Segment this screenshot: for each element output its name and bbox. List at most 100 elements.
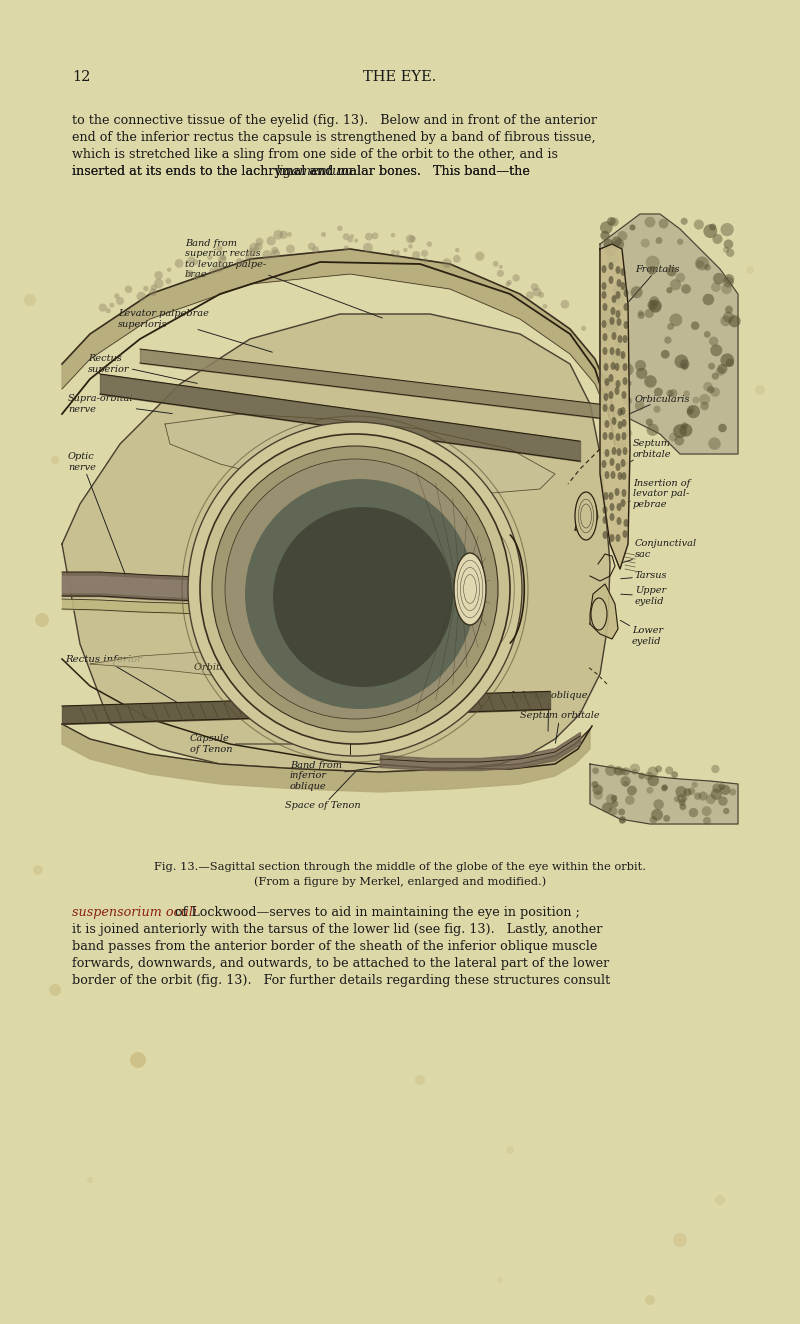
Text: to the connective tissue of the eyelid (fig. 13).   Below and in front of the an: to the connective tissue of the eyelid (…	[72, 114, 597, 127]
Circle shape	[497, 270, 504, 277]
Text: Supra-orbital
nerve: Supra-orbital nerve	[68, 395, 172, 413]
Circle shape	[371, 232, 378, 240]
Ellipse shape	[602, 531, 607, 539]
Ellipse shape	[605, 449, 610, 457]
Polygon shape	[600, 214, 738, 454]
Ellipse shape	[602, 303, 607, 311]
Circle shape	[677, 238, 683, 245]
Circle shape	[51, 455, 59, 463]
Circle shape	[666, 266, 677, 277]
Circle shape	[493, 261, 498, 267]
Circle shape	[691, 322, 699, 330]
Circle shape	[710, 388, 720, 397]
Ellipse shape	[610, 404, 614, 412]
Ellipse shape	[609, 432, 614, 440]
Circle shape	[561, 299, 570, 308]
Circle shape	[671, 772, 678, 779]
Circle shape	[661, 785, 667, 792]
Circle shape	[675, 786, 686, 797]
Ellipse shape	[618, 421, 622, 429]
Circle shape	[710, 789, 722, 800]
Circle shape	[254, 242, 262, 250]
Circle shape	[412, 252, 420, 260]
Circle shape	[538, 291, 544, 298]
Text: forwards, downwards, and outwards, to be attached to the lateral part of the low: forwards, downwards, and outwards, to be…	[72, 957, 610, 970]
Circle shape	[654, 800, 664, 810]
Circle shape	[200, 434, 510, 744]
Circle shape	[603, 238, 614, 249]
Circle shape	[606, 315, 620, 328]
Circle shape	[713, 273, 725, 285]
Circle shape	[723, 246, 730, 253]
Circle shape	[686, 408, 694, 414]
Circle shape	[606, 318, 615, 327]
Circle shape	[262, 250, 272, 260]
Circle shape	[666, 287, 673, 294]
Circle shape	[706, 794, 716, 804]
Circle shape	[87, 1177, 93, 1184]
Ellipse shape	[602, 265, 606, 273]
Ellipse shape	[602, 282, 606, 290]
Circle shape	[647, 767, 658, 777]
Circle shape	[614, 437, 626, 449]
Circle shape	[644, 375, 657, 388]
Circle shape	[246, 253, 254, 261]
Ellipse shape	[617, 318, 622, 326]
Circle shape	[646, 418, 653, 425]
Circle shape	[114, 294, 120, 299]
Circle shape	[150, 285, 158, 291]
Circle shape	[627, 785, 637, 796]
Polygon shape	[62, 724, 590, 792]
Circle shape	[455, 248, 459, 253]
Circle shape	[666, 389, 674, 397]
Text: border of the orbit (fig. 13).   For further details regarding these structures : border of the orbit (fig. 13). For furth…	[72, 974, 610, 986]
Circle shape	[666, 767, 674, 775]
Circle shape	[116, 297, 124, 305]
Circle shape	[602, 802, 612, 813]
Circle shape	[682, 422, 688, 429]
Ellipse shape	[622, 391, 626, 399]
Circle shape	[712, 784, 722, 793]
Circle shape	[591, 781, 598, 788]
Ellipse shape	[623, 289, 629, 297]
Circle shape	[718, 784, 725, 790]
Circle shape	[605, 379, 618, 392]
Circle shape	[271, 249, 280, 258]
Ellipse shape	[622, 530, 627, 538]
Polygon shape	[62, 249, 615, 449]
Circle shape	[499, 265, 503, 269]
Ellipse shape	[602, 516, 607, 524]
Circle shape	[730, 789, 736, 796]
Circle shape	[600, 221, 613, 234]
Circle shape	[406, 234, 414, 244]
Text: Septum
orbitale: Septum orbitale	[620, 440, 671, 467]
Circle shape	[609, 806, 618, 816]
Circle shape	[442, 258, 452, 267]
Circle shape	[681, 217, 688, 225]
Circle shape	[698, 792, 708, 801]
Circle shape	[631, 769, 638, 775]
Text: Orbital fat: Orbital fat	[194, 662, 246, 671]
Circle shape	[724, 240, 734, 249]
Text: ligamentum: ligamentum	[276, 166, 353, 177]
Circle shape	[679, 804, 686, 810]
Ellipse shape	[610, 458, 614, 466]
Circle shape	[711, 765, 719, 773]
Circle shape	[610, 217, 618, 226]
Circle shape	[207, 254, 213, 260]
Circle shape	[609, 324, 618, 334]
Text: end of the inferior rectus the capsule is strengthened by a band of fibrous tiss: end of the inferior rectus the capsule i…	[72, 131, 596, 144]
Circle shape	[696, 260, 704, 269]
Circle shape	[618, 809, 625, 816]
Polygon shape	[575, 502, 598, 532]
Circle shape	[650, 816, 657, 824]
Circle shape	[646, 256, 660, 270]
Ellipse shape	[622, 471, 626, 481]
Circle shape	[681, 363, 688, 371]
Circle shape	[33, 865, 43, 875]
Circle shape	[212, 446, 498, 732]
Ellipse shape	[454, 553, 486, 625]
Circle shape	[130, 1053, 146, 1068]
Circle shape	[167, 267, 171, 271]
Polygon shape	[62, 314, 610, 772]
